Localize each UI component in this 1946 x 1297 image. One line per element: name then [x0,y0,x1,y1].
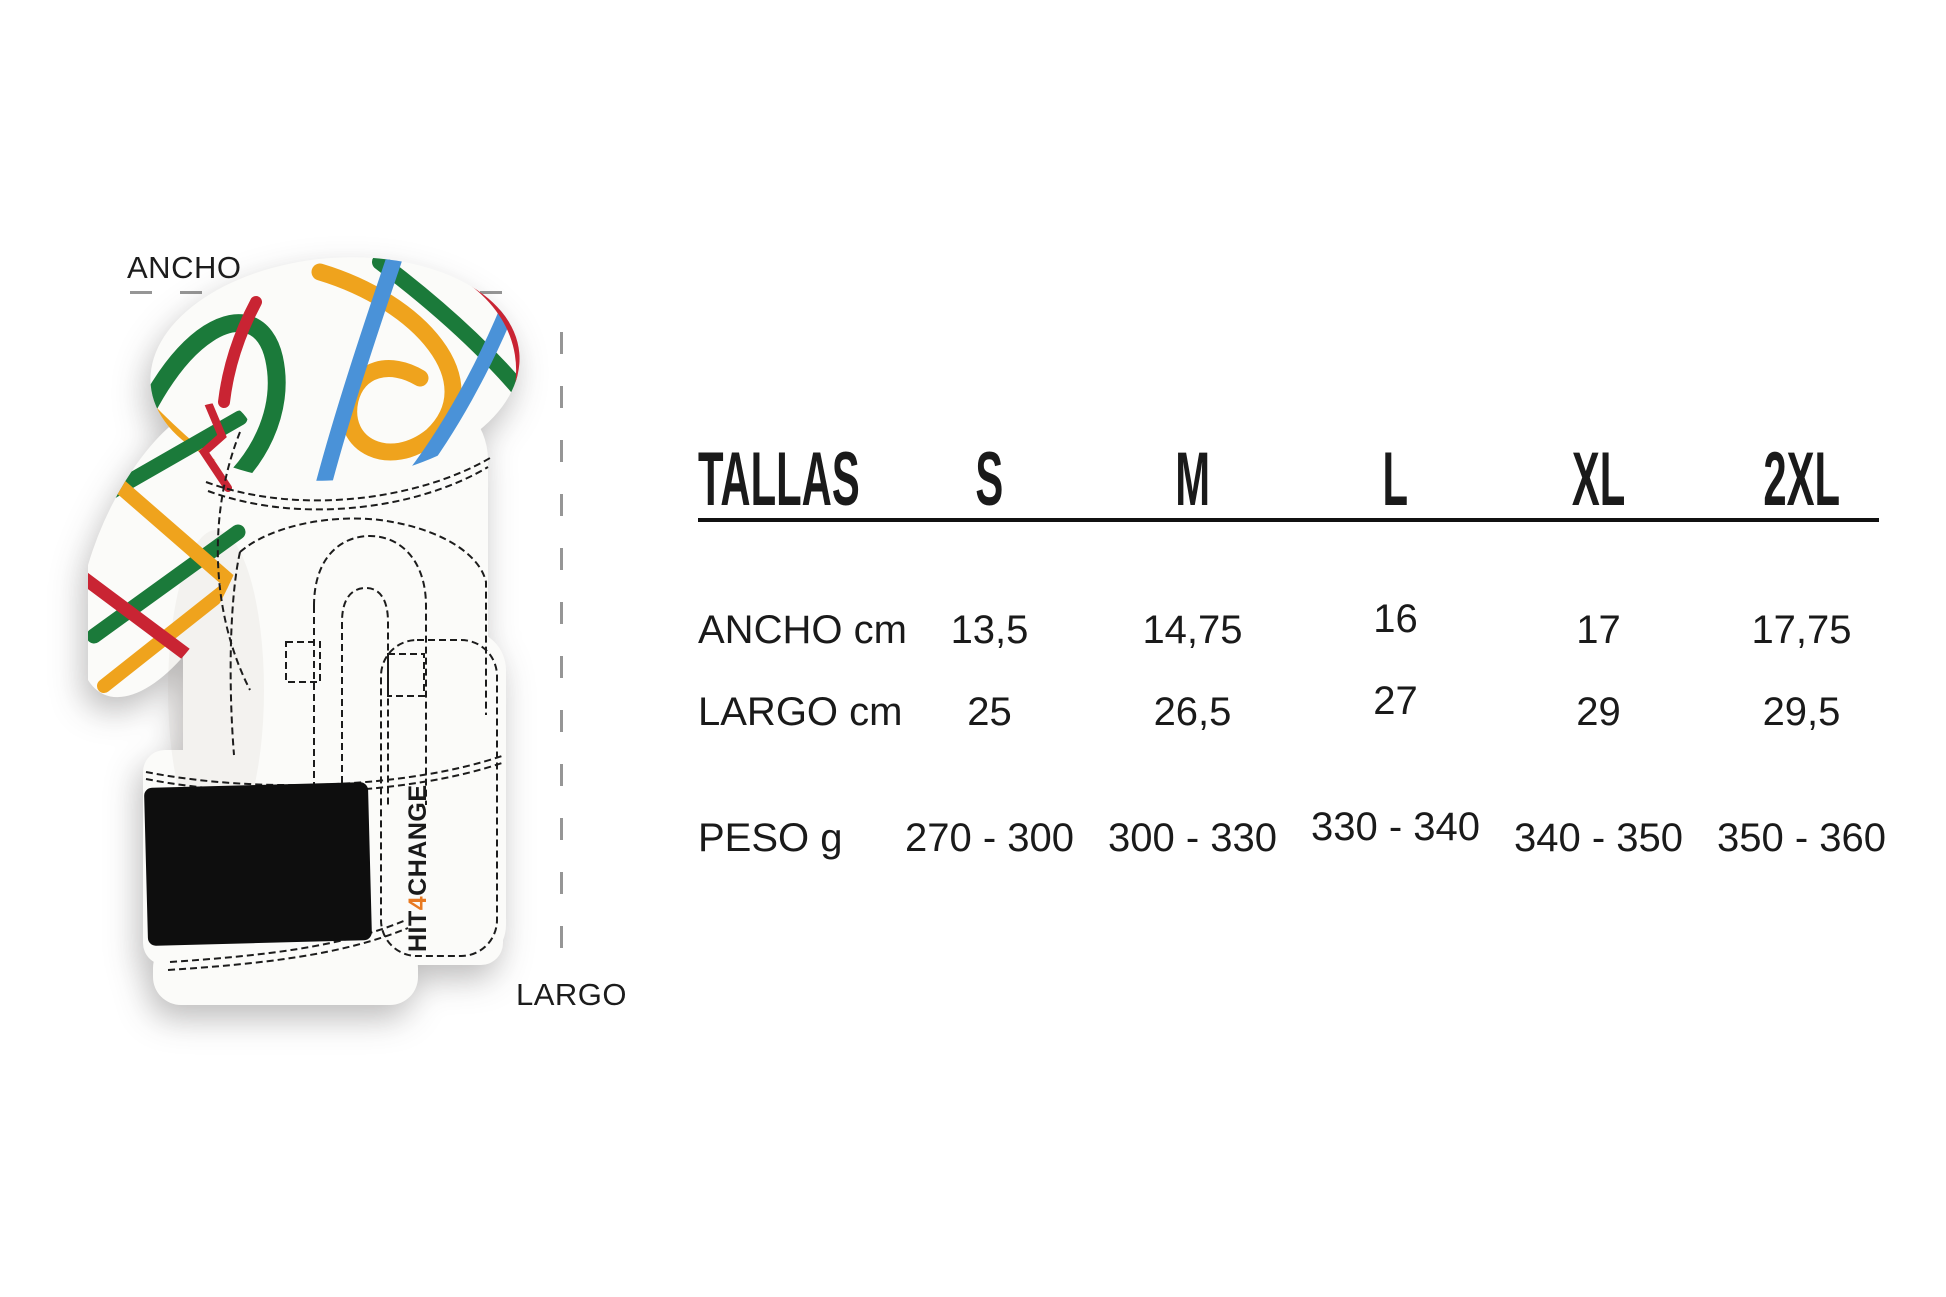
size-column-l: L [1382,437,1409,522]
ribbon-green [141,314,286,496]
ribbon-blue [312,250,408,496]
header-underline [698,518,1879,522]
row-label: PESO g [698,816,843,860]
value-cell: 29,5 [1762,690,1841,734]
value-cell: 17,75 [1751,608,1852,652]
table-row-peso: PESO g 270 - 300 300 - 330 330 - 340 340… [698,806,1903,860]
value-cell: 13,5 [950,608,1029,652]
size-column-xl: XL [1571,437,1626,522]
size-table-header: TALLAS S M L XL 2XL [698,441,1903,519]
value-cell: 29 [1576,690,1621,734]
table-row-largo: LARGO cm 25 26,5 27 29 29,5 [698,680,1903,734]
boxing-glove-photo: HIT4CHANGE [88,250,528,1005]
hit4change-logo: HIT4CHANGE [404,784,432,952]
stripe-orange [97,573,245,693]
velcro-patch [144,782,372,946]
stripe-red-zigzag [198,394,232,492]
value-cell: 350 - 360 [1716,816,1887,860]
row-label: LARGO cm [698,690,903,734]
value-cell: 27 [1373,679,1418,723]
value-cell: 270 - 300 [904,816,1075,860]
logo-change: CHANGE [404,784,432,895]
ribbon-red [218,296,262,408]
largo-dashed-guide-line [560,332,563,960]
largo-dimension-label: LARGO [516,977,628,1012]
value-cell: 300 - 330 [1107,816,1278,860]
ribbon-green [372,254,528,410]
stripe-green [88,524,246,644]
row-label: ANCHO cm [698,608,907,652]
logo-four: 4 [404,896,432,910]
value-cell: 14,75 [1142,608,1243,652]
ancho-dimension-label: ANCHO [127,250,242,285]
table-title: TALLAS [698,437,860,522]
size-column-s: S [975,437,1004,522]
size-column-2xl: 2XL [1763,437,1840,522]
glove-stitching [145,431,503,971]
value-cell: 16 [1373,597,1418,641]
value-cell: 340 - 350 [1513,816,1684,860]
value-cell: 26,5 [1153,690,1232,734]
value-cell: 17 [1576,608,1621,652]
table-row-ancho: ANCHO cm 13,5 14,75 16 17 17,75 [698,598,1903,652]
ribbon-orange [311,263,462,461]
value-cell: 25 [967,690,1012,734]
size-column-m: M [1175,437,1210,522]
logo-hit: HIT [404,910,432,952]
value-cell: 330 - 340 [1310,805,1481,849]
